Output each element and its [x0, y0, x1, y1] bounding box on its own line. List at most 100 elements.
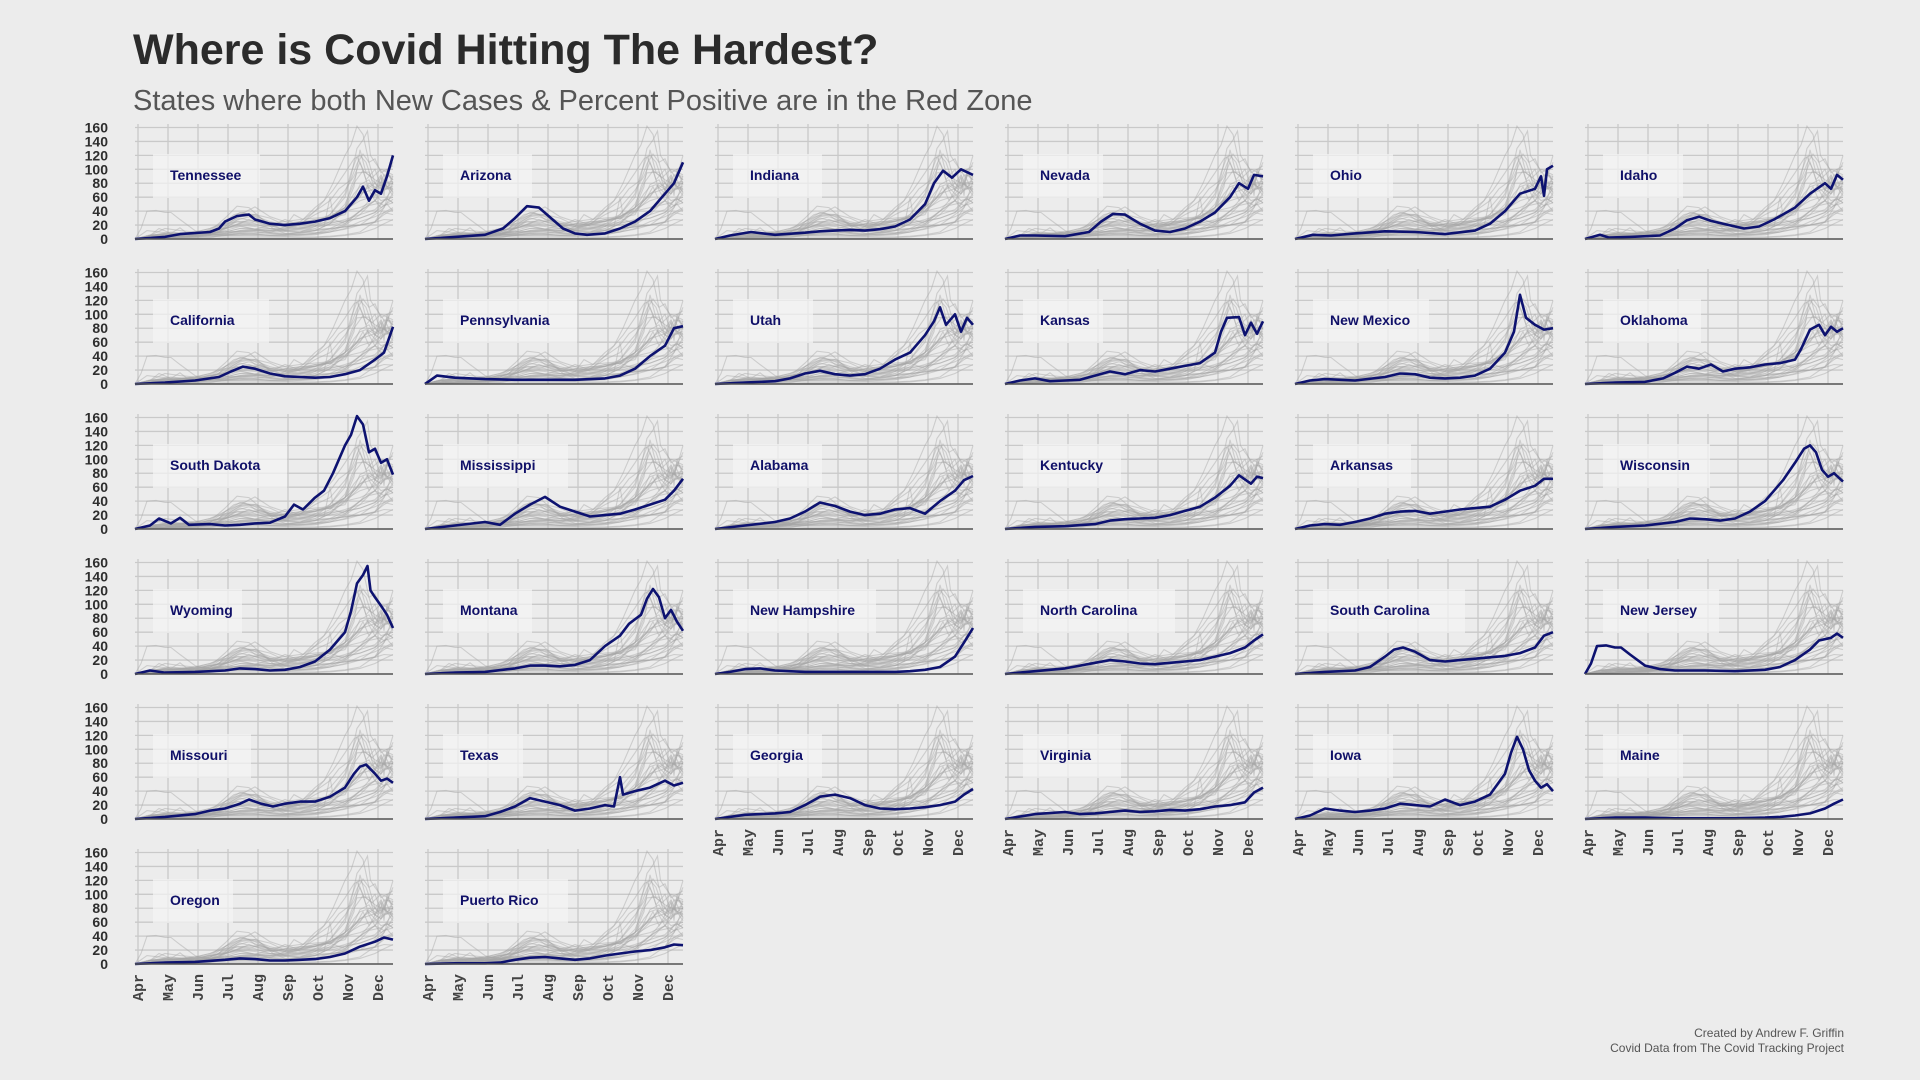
background-line — [1004, 799, 1264, 820]
background-line — [424, 643, 684, 675]
background-line — [424, 458, 684, 530]
background-line — [1004, 487, 1264, 530]
background-line — [424, 464, 684, 530]
facet-label-box — [1603, 734, 1683, 778]
background-line — [1584, 603, 1844, 675]
background-line — [714, 328, 974, 385]
background-line — [424, 880, 684, 965]
background-line — [1004, 219, 1264, 240]
background-line — [1584, 609, 1844, 675]
x-tick-label: Oct — [311, 974, 328, 1001]
background-line — [1004, 498, 1264, 530]
background-line — [714, 188, 973, 240]
background-line — [1584, 183, 1844, 240]
background-line — [134, 616, 394, 675]
background-line — [134, 274, 394, 385]
highlight-line — [1004, 633, 1264, 676]
background-line — [134, 188, 394, 240]
y-tick-label: 140 — [85, 713, 109, 729]
facet-label: Ohio — [1330, 167, 1362, 183]
background-line — [1004, 168, 1264, 240]
facet-label-box — [1313, 734, 1393, 778]
background-line — [1294, 342, 1554, 385]
facet-panel: New Hampshire — [714, 559, 975, 676]
background-line — [714, 609, 974, 675]
background-line — [134, 597, 394, 675]
background-line — [424, 603, 684, 675]
background-line — [424, 498, 684, 530]
background-line — [1004, 154, 1264, 240]
background-line — [424, 470, 684, 530]
x-tick-label: Nov — [1791, 829, 1808, 856]
background-line — [1294, 646, 1554, 675]
background-line — [134, 623, 393, 675]
background-line — [424, 632, 684, 675]
background-line — [1004, 165, 1264, 240]
background-line — [424, 487, 684, 530]
background-line — [1294, 274, 1554, 385]
facet-panel: Ohio — [1294, 124, 1554, 241]
x-tick-label: Sep — [861, 829, 878, 856]
x-tick-label: Jul — [1091, 829, 1108, 856]
background-line — [1004, 509, 1264, 530]
background-line — [714, 298, 974, 385]
y-tick-label: 20 — [92, 507, 108, 523]
background-line — [714, 754, 974, 820]
y-tick-label: 120 — [85, 727, 109, 743]
background-line — [1004, 192, 1264, 240]
background-line — [1584, 342, 1844, 385]
background-line — [714, 342, 974, 385]
background-line — [714, 740, 974, 820]
background-line — [134, 452, 394, 530]
background-line — [714, 614, 974, 675]
background-line — [714, 419, 974, 530]
facet-label-box — [1313, 444, 1411, 488]
highlight-line — [1004, 474, 1264, 531]
background-line — [134, 325, 394, 385]
background-line — [424, 791, 684, 820]
background-line — [1294, 765, 1554, 820]
background-line — [1584, 184, 1844, 240]
background-line — [424, 319, 684, 385]
background-line — [134, 364, 394, 385]
background-line — [714, 478, 974, 530]
background-line — [714, 414, 974, 530]
background-line — [134, 631, 394, 675]
facet-label: Kansas — [1040, 312, 1090, 328]
background-line — [714, 363, 974, 385]
background-line — [134, 633, 394, 675]
background-line — [1004, 564, 1264, 675]
background-line — [1004, 183, 1264, 240]
background-line — [134, 160, 394, 240]
background-line — [1004, 458, 1264, 530]
background-line — [134, 734, 394, 820]
background-line — [134, 455, 394, 530]
background-line — [714, 729, 974, 820]
background-line — [1004, 414, 1264, 530]
background-line — [1004, 778, 1264, 820]
highlight-line — [1584, 173, 1844, 241]
background-line — [1004, 745, 1264, 820]
background-line — [1294, 627, 1554, 675]
background-line — [1294, 653, 1554, 675]
background-line — [424, 183, 684, 240]
facet-panel: Puerto Rico Apr May Jun Jul Aug Sep Oct Nov Dec — [421, 849, 684, 1001]
y-tick-label: 140 — [85, 568, 109, 584]
background-line — [1584, 768, 1844, 820]
background-line — [1584, 313, 1844, 385]
background-line — [1294, 192, 1554, 240]
background-line — [1584, 618, 1844, 675]
background-series — [424, 849, 684, 965]
background-line — [424, 305, 684, 385]
y-tick-label: 160 — [85, 409, 109, 425]
caption-author: Created by Andrew F. Griffin — [1694, 1026, 1844, 1040]
facet-label-box — [1313, 589, 1465, 633]
facet-label: Texas — [460, 747, 499, 763]
background-line — [1004, 185, 1264, 240]
background-line — [134, 600, 394, 675]
background-line — [134, 890, 394, 965]
background-series — [714, 124, 974, 240]
background-line — [1584, 300, 1844, 385]
background-line — [1004, 307, 1264, 385]
background-line — [1004, 765, 1264, 820]
